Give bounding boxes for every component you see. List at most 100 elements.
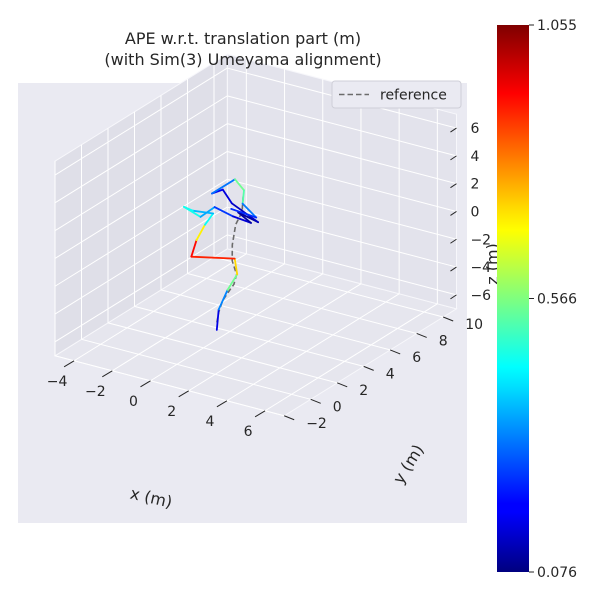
colorbar-label-min: 0.076 xyxy=(537,565,577,581)
z-tick-label: 2 xyxy=(470,177,479,193)
tick-mark xyxy=(443,316,454,322)
legend: reference xyxy=(331,80,462,109)
tick-mark xyxy=(450,238,457,244)
tick-mark xyxy=(363,365,374,371)
trajectory-segment xyxy=(210,178,236,195)
grid-x-floor xyxy=(73,253,247,362)
trajectory-segment xyxy=(190,239,198,258)
tick-mark xyxy=(63,360,75,368)
trajectory-segment xyxy=(215,308,220,331)
z-tick-label: −4 xyxy=(470,260,491,276)
x-tick-label: −2 xyxy=(85,384,106,400)
tick-mark xyxy=(254,410,266,418)
trajectory-segment xyxy=(182,205,202,218)
trajectory-segment xyxy=(233,257,239,276)
tick-mark xyxy=(450,211,457,216)
tick-mark xyxy=(178,390,189,398)
colorbar-gradient xyxy=(497,25,529,572)
y-tick-label: 10 xyxy=(465,317,483,333)
trajectory-segment xyxy=(221,188,233,205)
chart-subtitle: (with Sim(3) Umeyama alignment) xyxy=(104,50,381,69)
grid-z-side xyxy=(54,234,228,343)
grid-z-back xyxy=(227,206,457,268)
trajectory-segment xyxy=(234,178,245,192)
grid-z-back xyxy=(227,150,457,212)
grid-y-floor xyxy=(81,338,311,400)
grid-z-back xyxy=(227,123,457,185)
grid-y-floor xyxy=(54,355,285,417)
z-tick-label: 6 xyxy=(470,121,479,137)
x-tick-label: 0 xyxy=(129,394,138,410)
tick-mark xyxy=(450,155,457,161)
grid-x-floor xyxy=(226,293,400,402)
grid-y-floor xyxy=(187,272,417,334)
z-tick-label: −2 xyxy=(470,232,491,248)
tick-mark xyxy=(450,266,457,272)
trajectory-segment xyxy=(195,223,206,242)
grid-z-side xyxy=(54,123,228,232)
trajectory-segment xyxy=(232,215,252,224)
grid-lines xyxy=(54,59,457,417)
trajectory-segment xyxy=(199,206,216,218)
colorbar-label-mid: 0.566 xyxy=(537,292,577,308)
axis-ticks: −4 −2 0 2 4 6 −2 0 2 4 6 8 10 −6 −4 −2 0 2 4 6 xyxy=(47,121,491,440)
tick-mark xyxy=(310,398,321,404)
y-tick-label: 8 xyxy=(439,333,448,349)
trajectory-segment xyxy=(226,273,239,291)
grid-z-side xyxy=(54,151,228,259)
tick-mark xyxy=(337,382,348,388)
tick-mark xyxy=(390,349,401,355)
grid-z-side xyxy=(54,206,228,315)
estimated-trajectory xyxy=(182,178,260,331)
grid-z-back xyxy=(227,178,457,240)
trajectory-segment xyxy=(190,255,236,260)
tick-mark xyxy=(284,415,295,421)
trajectory-segment xyxy=(241,202,258,219)
grid-z-back xyxy=(227,95,457,157)
trajectory-segment xyxy=(230,207,258,219)
tick-mark xyxy=(102,370,113,378)
grid-y-floor xyxy=(160,289,391,351)
z-tick-label: −6 xyxy=(470,288,491,304)
chart-title: APE w.r.t. translation part (m) xyxy=(125,29,361,48)
legend-reference-label: reference xyxy=(380,88,447,104)
trajectory-segment xyxy=(217,288,229,311)
tick-mark xyxy=(450,183,457,189)
tick-mark xyxy=(140,380,151,388)
y-tick-label: 0 xyxy=(333,399,342,415)
y-tick-label: 2 xyxy=(359,383,368,399)
grid-z-side xyxy=(54,95,228,204)
colorbar-label-max: 1.055 xyxy=(537,18,577,34)
y-tick-label: 4 xyxy=(386,366,395,382)
x-tick-label: 2 xyxy=(167,404,176,420)
trajectory-segment xyxy=(203,212,215,226)
grid-y-floor xyxy=(213,256,444,318)
grid-z-back xyxy=(227,234,457,296)
grid-y-floor xyxy=(107,322,338,384)
y-tick-label: −2 xyxy=(306,416,327,432)
grid-z-side xyxy=(54,67,228,176)
legend-box xyxy=(331,80,462,109)
x-tick-label: −4 xyxy=(47,374,68,390)
x-tick-label: 4 xyxy=(205,414,214,430)
tick-mark xyxy=(450,127,457,133)
grid-x-floor xyxy=(112,263,285,372)
grid-x-floor xyxy=(150,273,324,382)
y-tick-label: 6 xyxy=(412,350,421,366)
tick-mark xyxy=(450,294,457,300)
z-tick-label: 4 xyxy=(470,149,479,165)
trajectory-segment xyxy=(241,189,245,205)
x-tick-label: 6 xyxy=(244,424,253,440)
tick-mark xyxy=(216,400,228,408)
z-tick-label: 0 xyxy=(470,204,479,220)
grid-x-floor xyxy=(188,283,362,392)
colorbar: 1.055 0.566 0.076 xyxy=(497,18,577,581)
grid-y-floor xyxy=(134,305,364,367)
axes-3d: −4 −2 0 2 4 6 −2 0 2 4 6 8 10 −6 −4 −2 0 2 4 6 xyxy=(18,53,491,523)
trajectory-segment xyxy=(191,209,215,215)
grid-x-floor xyxy=(264,303,438,412)
grid-z-side xyxy=(54,178,228,287)
trajectory-segment xyxy=(213,206,235,218)
tick-mark xyxy=(416,332,427,338)
